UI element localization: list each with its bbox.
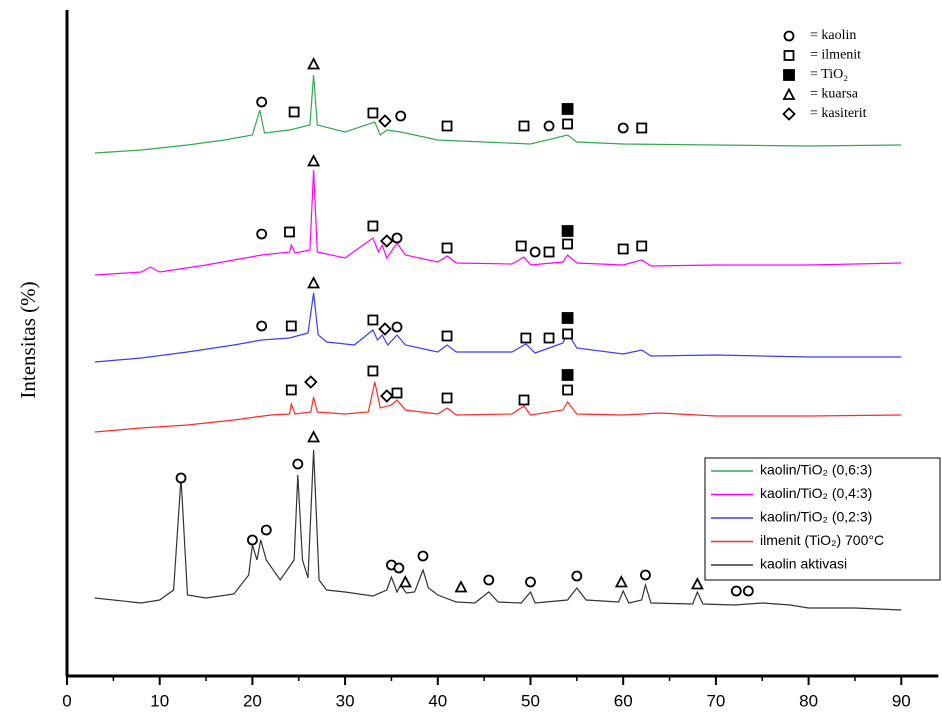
phase-marker	[730, 585, 742, 597]
phase-marker	[543, 332, 555, 344]
phase-legend-symbol	[783, 69, 795, 81]
phase-marker	[175, 472, 187, 484]
phase-marker	[561, 225, 574, 237]
phase-marker	[284, 226, 295, 238]
phase-marker	[690, 577, 704, 590]
phase-marker	[307, 154, 321, 167]
phase-marker	[260, 524, 272, 536]
phase-marker	[246, 534, 258, 546]
phase-marker	[288, 106, 300, 118]
series-line	[94, 169, 902, 276]
phase-marker	[525, 576, 536, 588]
phase-marker	[441, 242, 453, 254]
phase-marker	[529, 246, 541, 258]
x-tick-label: 10	[150, 691, 169, 710]
legend-label: kaolin/TiO₂ (0,2:3)	[760, 509, 872, 525]
phase-legend-symbol	[782, 87, 796, 100]
phase-marker	[256, 96, 268, 108]
x-tick-label: 0	[62, 691, 71, 710]
phase-marker	[417, 550, 429, 562]
phase-legend-label: = kasiterit	[810, 106, 867, 121]
series-line	[94, 74, 902, 154]
phase-legend-symbol	[783, 50, 795, 61]
phase-marker	[256, 228, 268, 240]
phase-marker	[307, 276, 321, 289]
phase-marker	[614, 575, 628, 588]
legend-box	[704, 457, 941, 581]
phase-marker	[307, 57, 321, 70]
series-line	[94, 449, 902, 611]
phase-marker	[380, 389, 394, 403]
phase-marker	[292, 458, 304, 470]
phase-marker	[378, 114, 392, 128]
phase-marker	[256, 320, 268, 332]
phase-marker	[367, 220, 379, 232]
phase-marker	[367, 107, 379, 119]
phase-marker	[391, 232, 403, 244]
legend-label: kaolin/TiO₂ (0,4:3)	[760, 485, 872, 501]
phase-marker	[395, 110, 407, 122]
x-tick-label: 50	[521, 691, 540, 710]
legend-label: kaolin aktivasi	[760, 556, 847, 572]
phase-legend-label: = ilmenit	[810, 48, 861, 63]
phase-marker	[304, 375, 318, 389]
phase-legend-symbol	[782, 107, 796, 121]
x-tick-label: 20	[243, 691, 262, 710]
phase-marker	[561, 312, 574, 324]
phase-marker	[398, 575, 412, 588]
legend-label: ilmenit (TiO₂) 700°C	[760, 532, 884, 548]
phase-marker	[391, 321, 403, 333]
phase-marker	[518, 120, 530, 132]
phase-marker	[378, 322, 392, 336]
phase-marker	[367, 314, 379, 326]
phase-marker	[367, 365, 379, 377]
phase-marker	[636, 122, 648, 134]
phase-marker	[391, 387, 403, 399]
y-axis-label: Intensitas (%)	[16, 281, 40, 398]
phase-legend-label: = TiO₂	[810, 67, 848, 82]
phase-marker	[285, 384, 297, 396]
x-tick-label: 30	[336, 691, 355, 710]
phase-legend-label: = kaolin	[810, 28, 856, 43]
phase-marker	[441, 120, 453, 132]
phase-marker	[562, 328, 573, 340]
phase-marker	[483, 574, 495, 586]
phase-marker	[543, 246, 555, 258]
phase-marker	[518, 394, 530, 406]
phase-marker	[562, 384, 573, 396]
phase-marker	[393, 562, 405, 574]
phase-marker	[742, 585, 754, 597]
phase-marker	[307, 430, 321, 443]
phase-marker	[562, 238, 573, 250]
phase-legend-symbol	[783, 30, 795, 42]
phase-marker	[441, 330, 453, 342]
phase-marker	[454, 580, 468, 593]
series-line	[94, 381, 902, 433]
phase-marker	[562, 118, 573, 130]
phase-marker	[617, 122, 629, 134]
x-tick-label: 40	[428, 691, 447, 710]
phase-marker	[380, 234, 394, 248]
phase-marker	[520, 332, 532, 344]
x-tick-label: 60	[614, 691, 633, 710]
x-tick-label: 80	[799, 691, 818, 710]
phase-marker	[561, 103, 574, 115]
phase-marker	[285, 320, 297, 332]
phase-marker	[515, 240, 527, 252]
phase-marker	[571, 570, 583, 582]
x-tick-label: 90	[892, 691, 911, 710]
phase-marker	[636, 240, 648, 252]
phase-marker	[640, 569, 651, 581]
phase-marker	[543, 120, 555, 132]
legend-label: kaolin/TiO₂ (0,6:3)	[760, 462, 872, 478]
phase-marker	[617, 243, 629, 255]
phase-marker	[441, 392, 453, 404]
phase-marker	[561, 369, 574, 381]
series-line	[94, 292, 902, 363]
phase-legend-label: = kuarsa	[810, 87, 859, 102]
x-tick-label: 70	[706, 691, 725, 710]
